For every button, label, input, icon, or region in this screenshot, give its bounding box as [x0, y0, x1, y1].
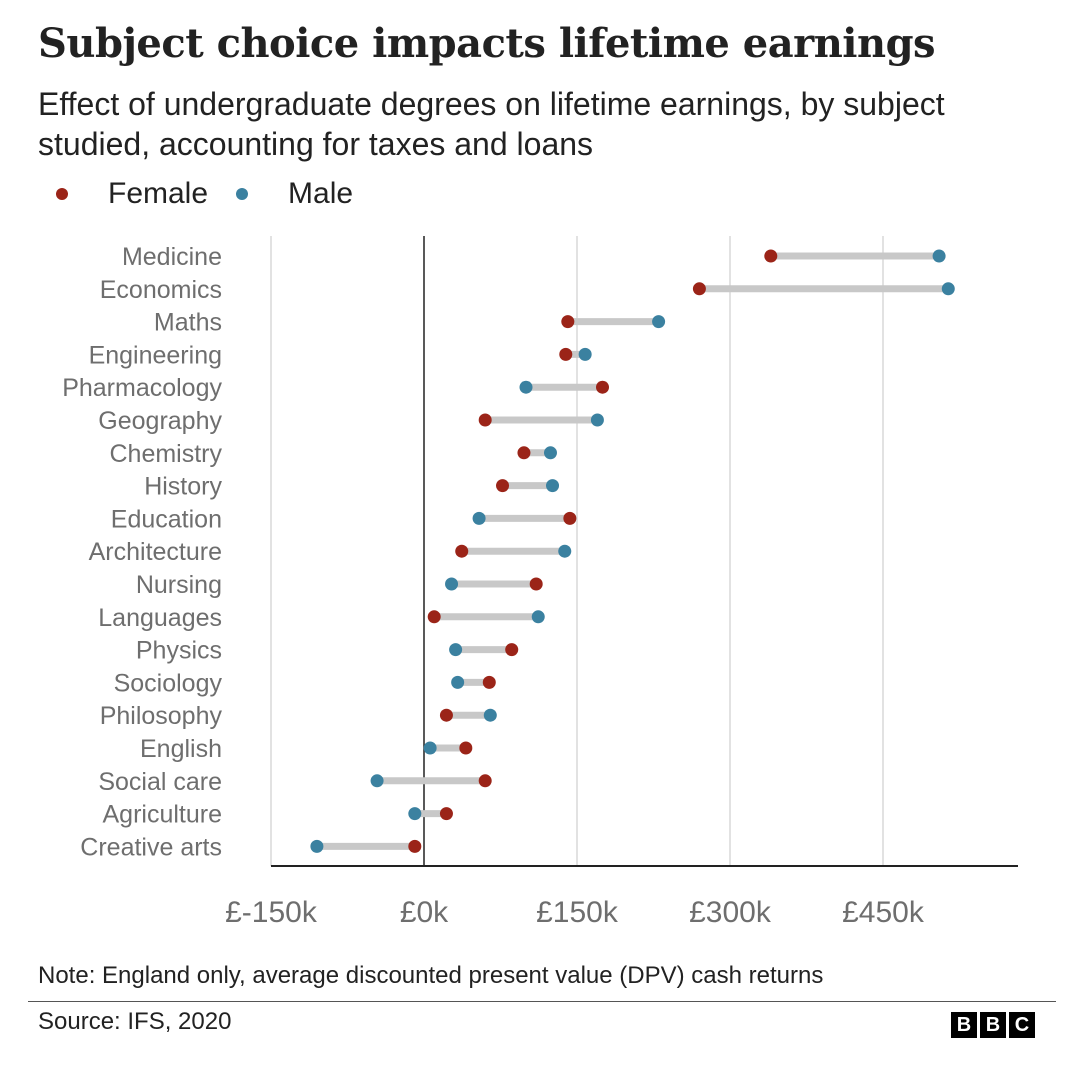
male-point-15 — [423, 741, 437, 755]
category-label-17: Agriculture — [103, 801, 223, 829]
legend-female-dot — [56, 188, 68, 200]
female-point-0 — [764, 249, 778, 263]
female-point-8 — [563, 511, 577, 525]
logo-letter-b2: B — [980, 1012, 1006, 1038]
connector-layer — [316, 252, 949, 850]
category-label-1: Economics — [100, 276, 222, 304]
female-point-16 — [478, 774, 492, 788]
legend-item-female: Female — [56, 177, 208, 211]
male-point-5 — [590, 413, 604, 427]
category-label-12: Physics — [136, 637, 222, 665]
male-point-2 — [652, 315, 666, 329]
female-point-14 — [439, 708, 453, 722]
dumbbell-chart: Medicine Economics Maths Engineering Pharmac… — [62, 236, 1018, 929]
male-point-8 — [472, 511, 486, 525]
footer-divider — [28, 1001, 1056, 1002]
male-point-13 — [451, 675, 465, 689]
category-label-8: Education — [111, 505, 222, 533]
female-point-1 — [692, 282, 706, 296]
female-point-11 — [427, 610, 441, 624]
logo-letter-b1: B — [951, 1012, 977, 1038]
category-label-3: Engineering — [89, 341, 222, 369]
male-point-10 — [445, 577, 459, 591]
male-point-9 — [558, 544, 572, 558]
female-point-7 — [496, 479, 510, 493]
legend-item-male: Male — [236, 177, 353, 211]
category-label-16: Social care — [98, 768, 222, 796]
category-label-9: Architecture — [89, 538, 222, 566]
logo-letter-c: C — [1009, 1012, 1035, 1038]
category-label-13: Sociology — [114, 669, 223, 697]
x-tick-label-2: £150k — [536, 896, 619, 929]
x-tick-label-4: £450k — [842, 896, 925, 929]
category-label-18: Creative arts — [80, 833, 222, 861]
grid-layer — [270, 236, 1018, 867]
legend-male-dot — [236, 188, 249, 200]
female-point-18 — [408, 839, 422, 853]
footnote: Note: England only, average discounted p… — [38, 962, 824, 989]
male-point-6 — [543, 446, 557, 460]
source-text: Source: IFS, 2020 — [38, 1008, 232, 1035]
male-point-18 — [310, 839, 324, 853]
female-point-2 — [561, 315, 575, 329]
female-point-4 — [596, 380, 609, 394]
x-tick-label-3: £300k — [689, 896, 772, 929]
legend-female-label: Female — [108, 177, 209, 210]
female-point-17 — [439, 807, 453, 821]
male-point-17 — [408, 807, 422, 821]
female-point-9 — [455, 544, 469, 558]
female-point-5 — [478, 413, 492, 427]
category-label-2: Maths — [154, 309, 222, 337]
male-point-0 — [932, 249, 946, 263]
male-point-1 — [941, 282, 955, 296]
male-point-16 — [370, 774, 384, 788]
dot-layer — [310, 249, 955, 853]
female-point-10 — [529, 577, 543, 591]
category-label-4: Pharmacology — [62, 374, 222, 402]
chart-subtitle: Effect of undergraduate degrees on lifet… — [38, 86, 945, 162]
x-tick-label-layer: £-150k £0k £150k £300k £450k — [225, 896, 925, 929]
female-point-6 — [517, 446, 531, 460]
category-label-11: Languages — [98, 604, 222, 632]
category-label-7: History — [144, 473, 222, 501]
male-point-7 — [546, 479, 560, 493]
x-tick-label-1: £0k — [400, 896, 449, 929]
female-point-13 — [482, 675, 496, 689]
x-tick-label-0: £-150k — [225, 896, 318, 929]
female-point-3 — [559, 347, 573, 361]
male-point-12 — [449, 643, 463, 657]
legend: Female Male — [56, 174, 381, 214]
chart-title: Subject choice impacts lifetime earnings — [38, 20, 936, 67]
category-label-layer: Medicine Economics Maths Engineering Pharmac… — [62, 243, 222, 861]
female-point-12 — [505, 643, 519, 657]
category-label-15: English — [140, 735, 222, 763]
category-label-10: Nursing — [136, 571, 222, 599]
legend-male-label: Male — [288, 177, 354, 210]
category-label-6: Chemistry — [109, 440, 222, 468]
male-point-3 — [578, 347, 592, 361]
bbc-logo: B B C — [948, 1012, 1035, 1038]
category-label-0: Medicine — [122, 243, 222, 271]
male-point-11 — [531, 610, 545, 624]
female-point-15 — [459, 741, 473, 755]
male-point-14 — [483, 708, 497, 722]
category-label-5: Geography — [98, 407, 222, 435]
category-label-14: Philosophy — [100, 702, 223, 730]
male-point-4 — [519, 380, 533, 394]
